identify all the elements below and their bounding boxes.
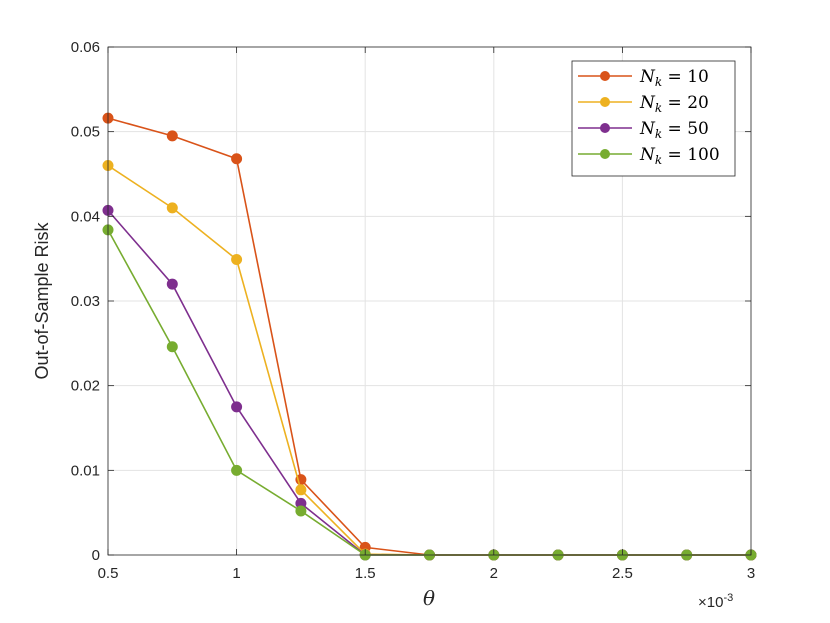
y-tick-label: 0.01 [71,462,100,479]
legend-label-rest: = 10 [662,67,709,87]
y-tick-label: 0.05 [71,124,100,141]
grid-lines [107,46,752,556]
y-axis-ticks: 0 0.01 0.02 0.03 0.04 0.05 0.06 [71,39,751,564]
legend-marker [600,149,610,159]
y-tick-label: 0.02 [71,378,100,395]
x-tick-label: 3 [747,565,755,582]
legend-label-sub: k [655,153,662,167]
legend-label-main: N [639,67,656,87]
data-point [231,153,243,165]
legend-marker [600,123,610,133]
legend-label-rest: = 100 [662,145,720,165]
legend-label: Nk = 10 [639,67,709,89]
y-tick-label: 0.06 [71,39,100,56]
data-point [231,254,243,266]
x-tick-label: 2 [490,565,498,582]
legend-marker [600,97,610,107]
data-point [231,464,243,476]
y-tick-label: 0.03 [71,293,100,310]
legend-label-sub: k [655,75,662,89]
y-axis-label: Out-of-Sample Risk [32,221,52,379]
x-axis-label: θ [423,586,435,610]
legend-label-rest: = 50 [662,119,709,139]
legend-label-sub: k [655,127,662,141]
data-point [166,341,178,353]
legend-box [571,60,736,177]
legend-entry: Nk = 100 [578,145,720,167]
legend-label-main: N [639,145,656,165]
data-point [295,505,307,517]
y-tick-label: 0 [92,547,100,564]
legend-label-sub: k [655,101,662,115]
x-exponent-base: ×10 [698,594,723,611]
data-point [166,130,178,142]
legend-entry: Nk = 20 [578,93,709,115]
x-axis-ticks: 0.5 1 1.5 2 2.5 3 [98,47,755,582]
data-point [231,401,243,413]
legend-entry: Nk = 50 [578,119,709,141]
legend-label-main: N [639,93,656,113]
legend-marker [600,71,610,81]
data-point [166,202,178,214]
data-point [295,484,307,496]
legend-label-main: N [639,119,656,139]
data-point [166,278,178,290]
legend-label: Nk = 20 [639,93,709,115]
x-tick-label: 1.5 [355,565,376,582]
x-axis-exponent: ×10-3 [698,592,733,611]
x-tick-label: 2.5 [612,565,633,582]
legend-label-rest: = 20 [662,93,709,113]
x-tick-label: 1 [232,565,240,582]
y-tick-label: 0.04 [71,208,100,225]
legend-label: Nk = 100 [639,145,720,167]
legend-entry: Nk = 10 [578,67,709,89]
legend-label: Nk = 50 [639,119,709,141]
x-tick-label: 0.5 [98,565,119,582]
x-exponent-power: -3 [723,592,733,604]
